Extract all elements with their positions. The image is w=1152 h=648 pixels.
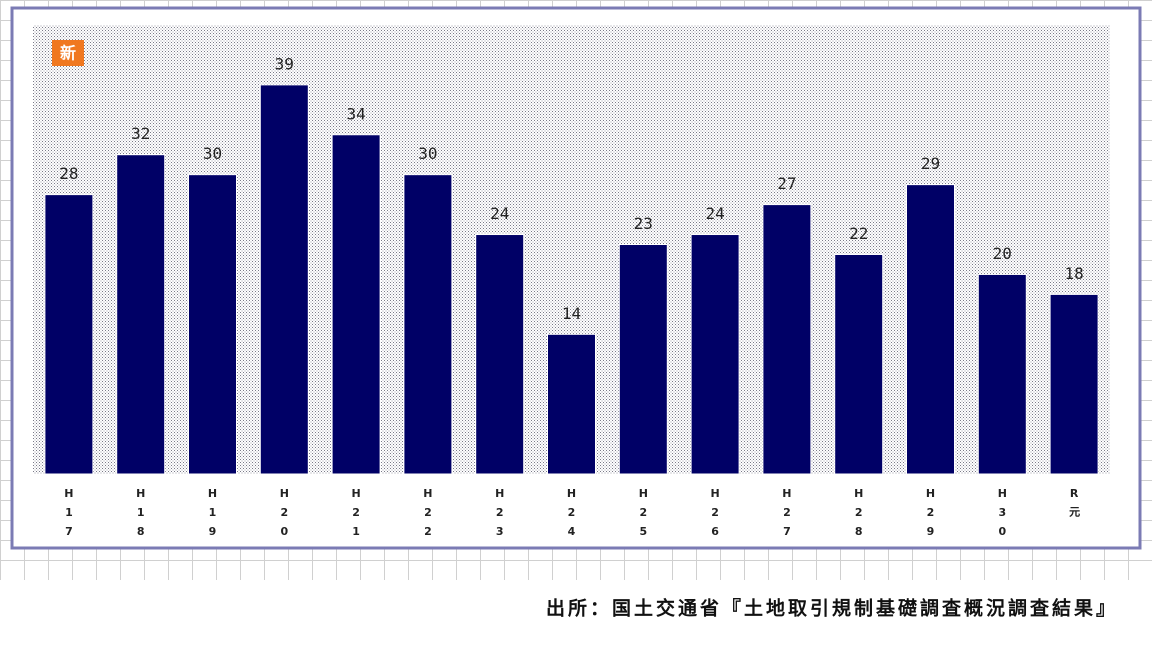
source-band — [0, 580, 1152, 648]
x-tick-label: H28 — [852, 487, 865, 544]
data-label: 32 — [131, 124, 150, 143]
x-tick-label: H27 — [780, 487, 793, 544]
x-tick-label: H22 — [421, 487, 434, 544]
data-label: 24 — [705, 204, 724, 223]
x-tick-label: H25 — [637, 487, 650, 544]
source-note: 出所：国土交通省『土地取引規制基礎調査概況調査結果』 — [546, 597, 1118, 620]
bar — [547, 333, 596, 475]
x-tick-label: H24 — [565, 487, 578, 544]
x-tick-label: H18 — [134, 487, 147, 544]
x-tick-label: H19 — [206, 487, 219, 544]
bar — [762, 204, 812, 475]
data-label: 20 — [993, 244, 1012, 263]
bar — [1049, 293, 1099, 475]
data-label: 30 — [418, 144, 437, 163]
data-label: 14 — [562, 304, 581, 323]
bar — [618, 244, 668, 475]
bar — [690, 234, 740, 475]
data-label: 22 — [849, 224, 868, 243]
data-label: 23 — [634, 214, 653, 233]
x-tick-label: H23 — [493, 487, 506, 544]
data-label: 27 — [777, 174, 796, 193]
bar — [44, 194, 94, 475]
x-tick-label: R元 — [1068, 487, 1081, 523]
bar — [188, 174, 237, 475]
data-label: 18 — [1064, 264, 1083, 283]
bar — [403, 174, 453, 475]
bar — [977, 273, 1027, 475]
bar — [331, 134, 381, 475]
x-tick-label: H21 — [350, 487, 363, 544]
data-label: 28 — [59, 164, 78, 183]
data-label: 34 — [346, 104, 365, 123]
x-tick-label: H26 — [709, 487, 722, 544]
bar — [259, 84, 309, 475]
bar — [834, 253, 884, 475]
x-tick-label: H30 — [996, 487, 1009, 544]
bar — [475, 234, 525, 475]
data-label: 29 — [921, 154, 940, 173]
data-label: 39 — [275, 54, 294, 73]
bar — [906, 184, 955, 475]
badge: 新 — [60, 44, 76, 63]
x-tick-label: H17 — [62, 487, 75, 544]
data-label: 30 — [203, 144, 222, 163]
x-tick-label: H29 — [924, 487, 937, 544]
data-label: 24 — [490, 204, 509, 223]
x-tick-label: H20 — [278, 487, 291, 544]
bar — [116, 154, 166, 475]
badge-box — [52, 40, 84, 66]
